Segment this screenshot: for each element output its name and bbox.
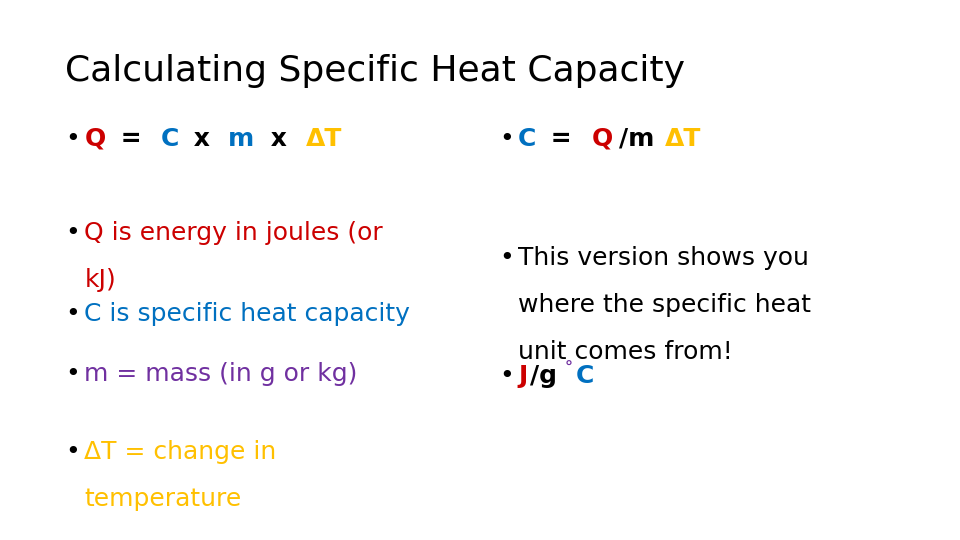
Text: ΔT: ΔT [664,127,701,151]
Text: •: • [499,364,514,388]
Text: This version shows you: This version shows you [518,246,809,269]
Text: C: C [518,127,537,151]
Text: •: • [65,440,80,464]
Text: Q is energy in joules (or: Q is energy in joules (or [84,221,383,245]
Text: C: C [575,364,593,388]
Text: x: x [262,127,296,151]
Text: /g: /g [530,364,557,388]
Text: temperature: temperature [84,487,242,511]
Text: Calculating Specific Heat Capacity: Calculating Specific Heat Capacity [65,54,685,88]
Text: J: J [518,364,527,388]
Text: •: • [65,127,80,151]
Text: unit comes from!: unit comes from! [518,340,733,364]
Text: °: ° [565,361,573,376]
Text: m = mass (in g or kg): m = mass (in g or kg) [84,362,358,386]
Text: =: = [542,127,580,151]
Text: ΔT: ΔT [305,127,342,151]
Text: /m: /m [619,127,655,151]
Text: •: • [65,362,80,386]
Text: =: = [111,127,150,151]
Text: •: • [499,127,514,151]
Text: Q: Q [84,127,106,151]
Text: ΔT = change in: ΔT = change in [84,440,276,464]
Text: Q: Q [591,127,612,151]
Text: •: • [65,221,80,245]
Text: x: x [185,127,219,151]
Text: kJ): kJ) [84,268,116,293]
Text: m: m [228,127,254,151]
Text: •: • [499,246,514,269]
Text: where the specific heat: where the specific heat [518,293,811,317]
Text: C: C [161,127,180,151]
Text: •: • [65,302,80,326]
Text: C is specific heat capacity: C is specific heat capacity [84,302,410,326]
